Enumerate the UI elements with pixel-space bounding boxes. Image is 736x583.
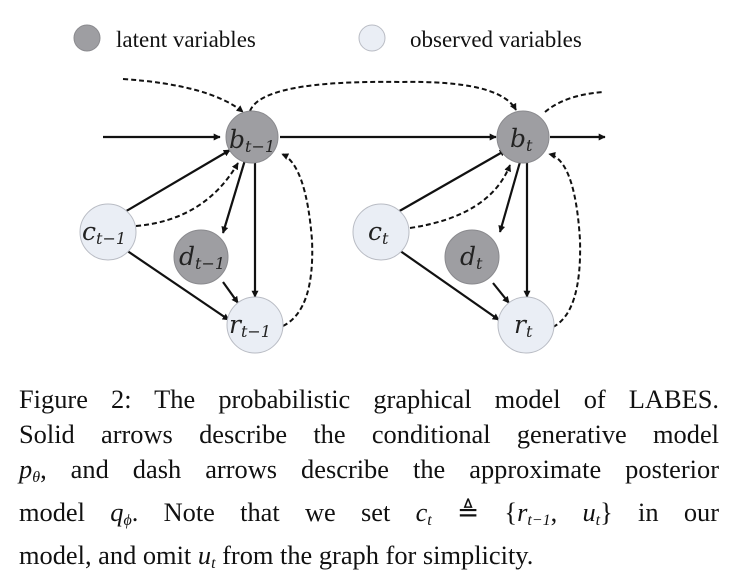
legend-latent-swatch	[73, 24, 101, 52]
edge-b-prev-d-prev	[221, 159, 247, 234]
node-b-t: bt	[496, 110, 550, 164]
legend: latent variables observed variables	[73, 24, 582, 52]
edge-dash-r-t-b-t	[548, 152, 582, 328]
svg-text:rt: rt	[514, 310, 533, 341]
node-d-t: dt	[444, 229, 500, 285]
legend-observed-swatch	[358, 24, 386, 52]
edge-dash-b-prev-b-t	[249, 80, 517, 112]
edge-dash-r-prev-b-prev	[281, 153, 314, 327]
node-b-prev: bt−1	[225, 110, 279, 164]
node-c-prev: ct−1	[79, 203, 137, 261]
edge-c-t-b-t	[395, 149, 507, 214]
edge-d-t-r-t	[492, 282, 510, 304]
legend-latent-label: latent variables	[116, 27, 256, 52]
node-r-t: rt	[497, 296, 555, 354]
node-d-prev: dt−1	[173, 229, 229, 285]
svg-text:ct: ct	[368, 217, 389, 248]
edge-c-t-r-t	[395, 247, 500, 321]
svg-text:rt−1: rt−1	[229, 310, 271, 341]
figure-caption: Figure 2: The probabilistic graphical mo…	[19, 382, 719, 581]
svg-text:bt−1: bt−1	[229, 125, 275, 156]
caption-line-1: Figure 2: The probabilistic graphical mo…	[19, 384, 719, 414]
edge-d-prev-r-prev	[222, 281, 239, 304]
caption-line-3: pθ, and dash arrows describe the approxi…	[19, 454, 719, 486]
node-r-prev: rt−1	[226, 296, 284, 354]
legend-observed-label: observed variables	[410, 27, 582, 52]
edge-b-t-d-t	[498, 161, 522, 233]
svg-text:ct−1: ct−1	[82, 217, 126, 248]
dashed-edges	[122, 78, 604, 328]
edge-c-prev-b-prev	[122, 149, 231, 214]
edge-c-prev-r-prev	[122, 247, 230, 321]
svg-text:dt: dt	[460, 242, 483, 273]
node-c-t: ct	[352, 203, 410, 261]
svg-text:dt−1: dt−1	[179, 242, 225, 273]
edge-dash-in-b-prev	[122, 78, 244, 113]
svg-text:bt: bt	[510, 124, 533, 155]
graphical-model-figure: latent variables observed variables bt−1	[73, 24, 606, 354]
caption-line-4: model qϕ. Note that we set ct ≜ {rt−1, u…	[19, 497, 720, 529]
edge-dash-c-t-b-t	[409, 164, 511, 229]
caption-line-2: Solid arrows describe the conditional ge…	[19, 419, 719, 449]
caption-line-5: model, and omit ut from the graph for si…	[19, 540, 534, 572]
edge-dash-c-prev-b-prev	[135, 162, 239, 227]
edge-dash-b-t-out	[544, 91, 604, 113]
solid-edges	[103, 133, 606, 321]
